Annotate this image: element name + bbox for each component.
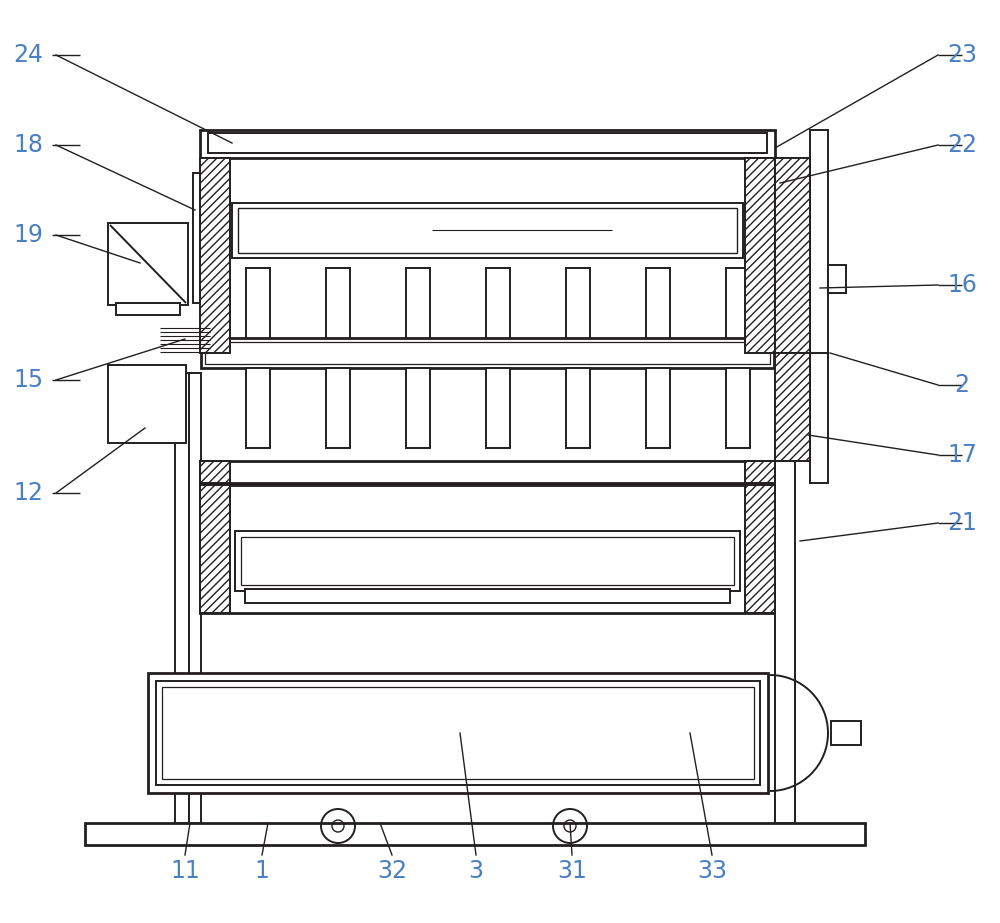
Bar xyxy=(831,721,861,745)
Bar xyxy=(486,268,510,356)
Bar xyxy=(245,589,730,603)
Bar xyxy=(646,268,670,356)
Text: 11: 11 xyxy=(170,859,200,883)
Bar xyxy=(810,353,828,483)
Text: 31: 31 xyxy=(557,859,587,883)
Bar xyxy=(200,461,230,483)
Bar xyxy=(246,268,270,356)
Text: 21: 21 xyxy=(947,511,977,535)
Bar xyxy=(85,823,865,845)
Bar xyxy=(175,373,189,823)
Bar xyxy=(108,223,188,305)
Bar xyxy=(775,461,795,823)
Bar xyxy=(775,158,810,353)
Bar xyxy=(238,208,737,253)
Bar xyxy=(200,485,775,613)
Text: 15: 15 xyxy=(13,368,43,392)
Bar xyxy=(208,133,767,153)
Bar xyxy=(745,461,775,483)
Bar xyxy=(156,681,760,785)
Text: 23: 23 xyxy=(947,43,977,67)
Text: 33: 33 xyxy=(697,859,727,883)
Text: 22: 22 xyxy=(947,133,977,157)
Text: 24: 24 xyxy=(13,43,43,67)
Bar xyxy=(205,342,770,364)
Bar xyxy=(486,368,510,448)
Bar xyxy=(200,461,775,483)
Text: 18: 18 xyxy=(13,133,43,157)
Bar xyxy=(326,368,350,448)
Bar xyxy=(148,673,768,793)
Bar xyxy=(116,303,180,315)
Bar xyxy=(828,265,846,293)
Bar xyxy=(200,485,230,613)
Bar xyxy=(726,268,750,356)
Bar xyxy=(200,158,230,353)
Bar xyxy=(200,130,775,158)
Text: 2: 2 xyxy=(954,373,970,397)
Bar xyxy=(241,537,734,585)
Bar xyxy=(406,268,430,356)
Bar xyxy=(775,353,810,461)
Text: 16: 16 xyxy=(947,273,977,297)
Bar xyxy=(726,368,750,448)
Bar xyxy=(235,531,740,591)
Bar xyxy=(810,130,828,358)
Text: 12: 12 xyxy=(13,481,43,505)
Bar xyxy=(232,203,743,258)
Text: 1: 1 xyxy=(255,859,269,883)
Bar xyxy=(201,338,774,368)
Bar xyxy=(108,365,186,443)
Text: 19: 19 xyxy=(13,223,43,247)
Bar xyxy=(745,158,775,353)
Bar xyxy=(162,687,754,779)
Text: 32: 32 xyxy=(377,859,407,883)
Bar xyxy=(745,485,775,613)
Bar xyxy=(189,373,201,823)
Bar xyxy=(775,553,795,823)
Bar xyxy=(406,368,430,448)
Bar xyxy=(326,268,350,356)
Text: 3: 3 xyxy=(468,859,484,883)
Text: 17: 17 xyxy=(947,443,977,467)
Bar xyxy=(246,368,270,448)
Bar xyxy=(566,268,590,356)
Bar xyxy=(566,368,590,448)
Bar xyxy=(193,173,207,303)
Bar xyxy=(646,368,670,448)
